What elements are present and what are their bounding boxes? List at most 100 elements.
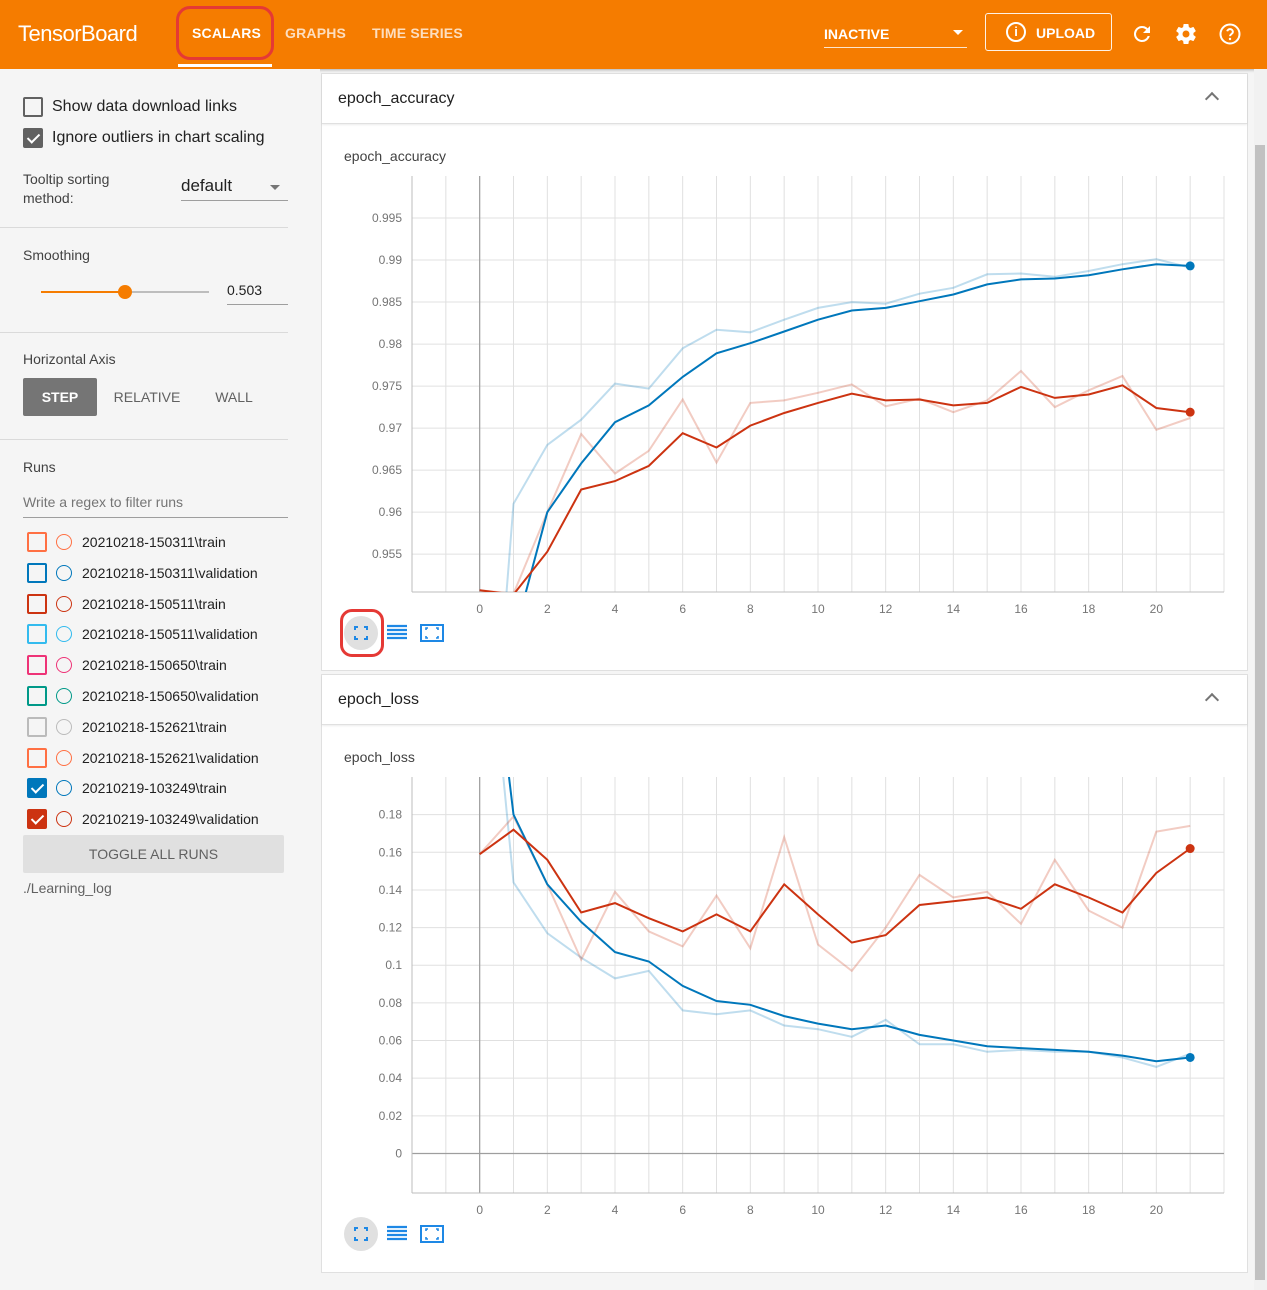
toggle-log-scale-button[interactable] — [380, 1217, 414, 1251]
run-checkbox[interactable] — [27, 562, 47, 583]
reload-status-select[interactable]: INACTIVE — [824, 18, 967, 48]
fullscreen-button[interactable] — [344, 1217, 378, 1251]
loss-chart[interactable]: 0 0.02 0.04 0.06 0.08 0.1 0.12 0.14 0.16 0.18 0 2 4 6… — [322, 675, 1247, 1274]
run-color-swatch[interactable] — [56, 718, 72, 735]
reload-status-value: INACTIVE — [824, 26, 890, 42]
scrollbar-thumb[interactable] — [1255, 145, 1265, 1280]
run-item[interactable]: 20210218-150311\validation — [27, 562, 307, 584]
tab-time-series[interactable]: TIME SERIES — [372, 25, 463, 41]
run-checkbox[interactable] — [27, 624, 47, 645]
x-tick-label: 18 — [1082, 1203, 1096, 1217]
active-tab-indicator — [178, 64, 272, 67]
run-checkbox[interactable] — [27, 655, 47, 676]
info-icon: i — [1006, 22, 1026, 42]
x-tick-label: 14 — [947, 1203, 961, 1217]
run-color-swatch[interactable] — [56, 811, 72, 828]
run-color-swatch[interactable] — [56, 534, 72, 550]
fullscreen-icon — [354, 1227, 368, 1241]
y-tick-label: 0.99 — [379, 253, 403, 267]
run-item[interactable]: 20210218-150650\validation — [27, 685, 307, 707]
x-tick-label: 6 — [679, 1203, 686, 1217]
run-name: 20210218-150650\validation — [82, 688, 259, 704]
fullscreen-button[interactable] — [344, 616, 378, 650]
show-download-links-checkbox[interactable] — [23, 97, 43, 117]
run-color-swatch[interactable] — [56, 780, 72, 797]
run-color-swatch[interactable] — [56, 657, 72, 674]
series-raw-line — [478, 814, 1191, 973]
smoothing-value-input[interactable]: 0.503 — [227, 279, 288, 305]
run-item[interactable]: 20210219-103249\train — [27, 777, 307, 799]
run-checkbox[interactable] — [27, 686, 47, 706]
run-name: 20210218-150511\validation — [82, 626, 258, 643]
card-header[interactable]: epoch_accuracy — [322, 74, 1247, 124]
run-checkbox[interactable] — [27, 747, 47, 768]
x-tick-label: 16 — [1014, 1203, 1028, 1217]
x-tick-label: 18 — [1082, 602, 1096, 616]
ignore-outliers-checkbox[interactable] — [23, 128, 43, 148]
chart-title: epoch_loss — [344, 749, 415, 765]
refresh-icon[interactable] — [1130, 22, 1154, 46]
x-tick-label: 20 — [1150, 602, 1164, 616]
card-header-title: epoch_loss — [338, 691, 419, 708]
fullscreen-icon — [354, 626, 368, 640]
run-checkbox[interactable] — [27, 532, 47, 552]
settings-gear-icon[interactable] — [1174, 22, 1198, 46]
x-tick-label: 8 — [747, 602, 754, 616]
run-item[interactable]: 20210218-150650\train — [27, 654, 307, 676]
runs-filter-input[interactable]: Write a regex to filter runs — [23, 491, 288, 518]
run-name: 20210219-103249\train — [82, 780, 227, 797]
run-checkbox[interactable] — [27, 809, 47, 830]
run-item[interactable]: 20210219-103249\validation — [27, 808, 307, 830]
axis-option-wall[interactable]: WALL — [215, 389, 253, 405]
run-checkbox[interactable] — [27, 716, 47, 737]
run-name: 20210218-150511\train — [82, 595, 226, 612]
chart-toolbar — [342, 1217, 462, 1251]
upload-button-label: UPLOAD — [1036, 25, 1096, 41]
run-item[interactable]: 20210218-152621\train — [27, 716, 307, 738]
toggle-log-scale-button[interactable] — [380, 616, 414, 650]
card-epoch-accuracy: epoch_accuracy epoch_accuracy 0.955 0.96 0… — [321, 73, 1248, 671]
x-tick-label: 10 — [811, 602, 825, 616]
series-raw-line — [502, 777, 1191, 1068]
x-tick-label: 0 — [476, 602, 483, 616]
series-raw-line — [505, 258, 1191, 592]
run-color-swatch[interactable] — [56, 564, 72, 581]
x-tick-label: 16 — [1014, 602, 1028, 616]
tab-graphs[interactable]: GRAPHS — [285, 25, 347, 41]
axis-option-step[interactable]: STEP — [23, 378, 97, 416]
help-icon[interactable] — [1218, 22, 1242, 46]
run-color-swatch[interactable] — [56, 749, 72, 766]
x-tick-label: 2 — [544, 602, 551, 616]
run-checkbox[interactable] — [27, 593, 47, 614]
fit-to-data-icon — [420, 1225, 444, 1243]
tab-scalars[interactable]: SCALARS — [192, 25, 262, 41]
y-tick-label: 0.02 — [379, 1109, 403, 1123]
axis-option-relative[interactable]: RELATIVE — [113, 389, 181, 405]
series-raw-line — [479, 369, 1191, 592]
run-item[interactable]: 20210218-150511\validation — [27, 623, 307, 645]
run-name: 20210218-150311\train — [82, 534, 226, 550]
sidebar-divider — [0, 332, 288, 333]
show-download-links-label: Show data download links — [52, 98, 238, 115]
chevron-down-icon — [270, 185, 280, 190]
fit-domain-button[interactable] — [415, 616, 449, 650]
card-header[interactable]: epoch_loss — [322, 675, 1247, 725]
upload-button[interactable]: i UPLOAD — [985, 13, 1112, 51]
run-color-swatch[interactable] — [56, 688, 72, 704]
run-color-swatch[interactable] — [56, 626, 72, 643]
tooltip-sorting-select[interactable]: default — [181, 175, 288, 201]
accuracy-chart[interactable]: 0.955 0.96 0.965 0.97 0.975 0.98 0.985 0.99 0.99… — [322, 74, 1247, 672]
run-name: 20210219-103249\validation — [82, 811, 259, 828]
top-app-bar: TensorBoard SCALARS GRAPHS TIME SERIES I… — [0, 0, 1267, 69]
toggle-all-runs-button[interactable]: TOGGLE ALL RUNS — [23, 835, 284, 873]
smoothing-value: 0.503 — [227, 282, 263, 298]
run-item[interactable]: 20210218-150311\train — [27, 531, 307, 553]
run-item[interactable]: 20210218-152621\validation — [27, 747, 307, 769]
smoothing-slider-thumb[interactable] — [118, 285, 132, 299]
card-epoch-loss: epoch_loss epoch_loss 0 0.02 0.04 0.06 0.08 0… — [321, 674, 1248, 1273]
fit-domain-button[interactable] — [415, 1217, 449, 1251]
run-color-swatch[interactable] — [56, 595, 72, 612]
run-checkbox[interactable] — [27, 778, 47, 799]
sidebar: Show data download links Ignore outliers… — [0, 69, 320, 1290]
run-item[interactable]: 20210218-150511\train — [27, 593, 307, 615]
